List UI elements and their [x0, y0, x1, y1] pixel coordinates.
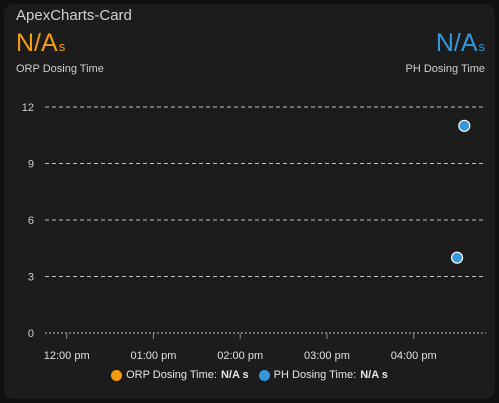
orp-stat-unit: s [58, 39, 66, 54]
ph-legend-marker-icon [258, 369, 270, 381]
legend-label-orp: ORP Dosing Time: [126, 369, 217, 381]
legend-value-orp: N/A s [220, 369, 249, 381]
chart-legend: ORP Dosing Time: N/A s PH Dosing Time: N… [0, 369, 499, 381]
card-title: ApexCharts-Card [16, 7, 132, 24]
data-point[interactable] [458, 119, 471, 132]
orp-stat-value: N/A [16, 29, 58, 57]
legend-item-ph[interactable]: PH Dosing Time: N/A s [258, 369, 388, 381]
orp-stat[interactable]: N/As ORP Dosing Time [16, 28, 104, 75]
orp-stat-name: ORP Dosing Time [16, 63, 104, 75]
orp-legend-marker-icon [111, 369, 123, 381]
legend-label-ph: PH Dosing Time: [273, 369, 357, 381]
data-point[interactable] [450, 251, 464, 264]
legend-value-ph: N/A s [360, 369, 388, 381]
ph-stat[interactable]: N/As PH Dosing Time [406, 28, 485, 75]
ph-stat-value: N/A [435, 29, 478, 57]
ph-stat-unit: s [478, 39, 486, 54]
ph-stat-name: PH Dosing Time [405, 63, 485, 75]
legend-item-orp[interactable]: ORP Dosing Time: N/A s [111, 369, 249, 381]
